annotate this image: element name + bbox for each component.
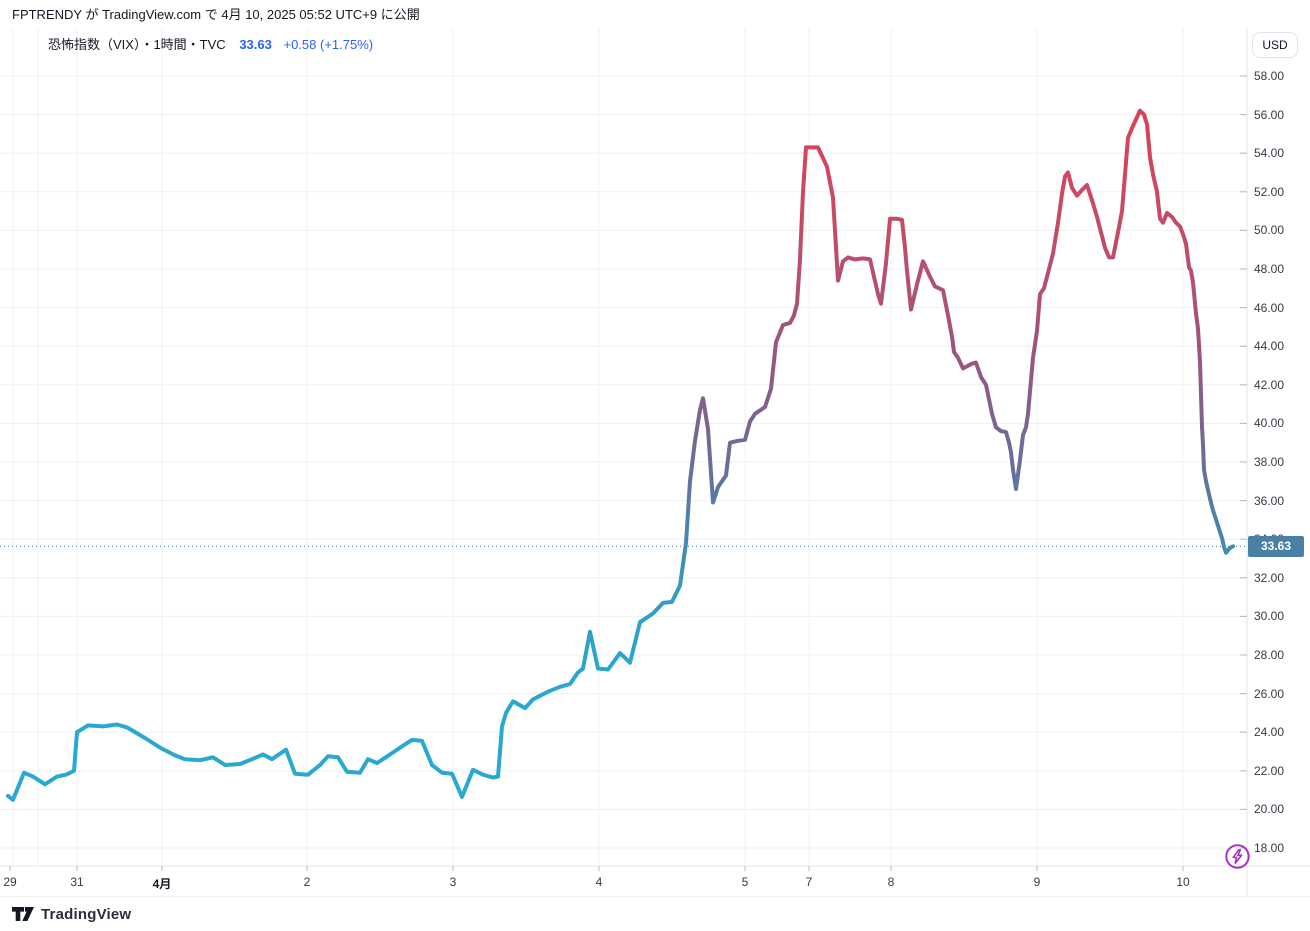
- x-axis-label: 7: [805, 875, 813, 889]
- y-axis-label: 50.00: [1254, 223, 1285, 238]
- x-axis-label: 29: [3, 875, 17, 889]
- last-price-value: 33.63: [239, 37, 272, 52]
- y-axis-label: 40.00: [1254, 416, 1285, 431]
- x-axis-label: 31: [70, 875, 84, 889]
- tradingview-logo[interactable]: TradingView: [12, 906, 131, 923]
- price-change-value: +0.58 (+1.75%): [283, 37, 374, 52]
- y-axis-label: 24.00: [1254, 725, 1285, 740]
- x-axis-label: 5: [741, 875, 749, 889]
- tradingview-logo-icon: [12, 906, 34, 921]
- y-axis-label: 38.00: [1254, 455, 1285, 469]
- lightning-icon: [1225, 844, 1250, 869]
- tradingview-site-link[interactable]: TradingView.com: [102, 7, 202, 22]
- x-axis-label: 3: [449, 875, 457, 889]
- site-particle: で: [204, 7, 218, 22]
- y-axis-label: 18.00: [1254, 841, 1285, 855]
- y-axis-label: 36.00: [1254, 493, 1285, 508]
- x-axis-label: 4月: [152, 877, 172, 891]
- x-axis-label: 8: [887, 875, 895, 889]
- y-axis-label: 22.00: [1254, 763, 1285, 778]
- currency-badge: USD: [1252, 32, 1298, 58]
- x-axis-label: 4: [595, 875, 603, 889]
- y-axis-label: 44.00: [1254, 339, 1285, 354]
- footer-bar: TradingView: [0, 897, 1310, 931]
- y-axis-label: 48.00: [1254, 262, 1285, 276]
- last-price-axis-label: 33.63: [1248, 535, 1304, 557]
- y-axis-label: 46.00: [1254, 300, 1285, 315]
- symbol-title: 恐怖指数（VIX）・1時間・TVC: [48, 37, 226, 52]
- publication-header: FPTRENDY が TradingView.com で 4月 10, 2025…: [12, 6, 420, 23]
- y-axis-label: 42.00: [1254, 377, 1285, 392]
- vix-price-line: [6, 108, 1235, 802]
- chart-legend: 恐怖指数（VIX）・1時間・TVC 33.63 +0.58 (+1.75%): [48, 36, 373, 53]
- tradingview-wordmark: TradingView: [41, 905, 132, 923]
- x-axis-label: 2: [303, 875, 311, 889]
- y-axis-label: 52.00: [1254, 184, 1285, 199]
- y-axis-label: 20.00: [1254, 802, 1285, 817]
- publisher-name: FPTRENDY: [12, 7, 82, 22]
- x-axis-label: 9: [1033, 875, 1041, 889]
- y-axis-label: 54.00: [1254, 146, 1285, 161]
- boost-lightning-button[interactable]: [1224, 843, 1251, 870]
- y-axis-label: 26.00: [1254, 686, 1285, 701]
- publication-suffix: に公開: [380, 7, 420, 22]
- x-axis-label: 10: [1176, 875, 1190, 889]
- y-axis-label: 58.00: [1254, 69, 1285, 83]
- publisher-particle: が: [85, 7, 99, 22]
- publication-datetime: 4月 10, 2025 05:52 UTC+9: [221, 7, 378, 22]
- y-axis-label: 32.00: [1254, 570, 1285, 585]
- y-axis-label: 28.00: [1254, 648, 1285, 662]
- y-axis-label: 56.00: [1254, 107, 1285, 122]
- y-axis-label: 30.00: [1254, 609, 1285, 624]
